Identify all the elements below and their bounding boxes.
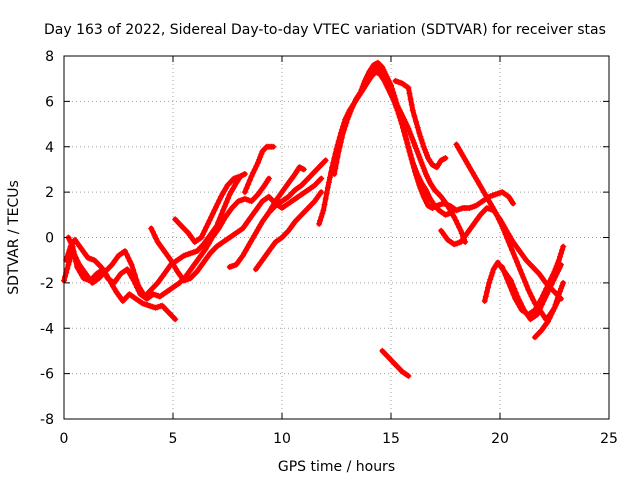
series-track-2 [63, 175, 272, 302]
series-track-7 [252, 189, 325, 273]
series-track-18 [531, 279, 567, 341]
y-tick-label: -6 [40, 367, 54, 383]
series-track-4 [148, 175, 325, 284]
y-axis-label: SDTVAR / TECUs [6, 180, 22, 295]
series-plus-markers [499, 243, 567, 318]
y-tick-label: 4 [45, 140, 54, 156]
x-tick-label: 20 [491, 431, 509, 447]
y-tick-label: -2 [40, 276, 54, 292]
x-axis-label: GPS time / hours [278, 459, 395, 475]
x-tick-label: 10 [273, 431, 291, 447]
y-tick-label: 6 [45, 94, 54, 110]
y-tick-label: -8 [40, 412, 54, 428]
x-tick-label: 15 [382, 431, 400, 447]
series-plus-markers [379, 347, 412, 379]
series-track-19 [379, 347, 412, 379]
series-track-13 [392, 78, 449, 171]
series-plus-markers [172, 173, 244, 245]
series-plus-markers [265, 164, 307, 216]
series-plus-markers [366, 64, 469, 245]
series-plus-markers [148, 175, 325, 284]
series-line [366, 64, 468, 245]
y-tick-label: 2 [45, 185, 54, 201]
series-line [242, 144, 276, 195]
x-tick-label: 25 [600, 431, 618, 447]
data-series [61, 59, 567, 379]
y-tick-label: 8 [45, 49, 54, 65]
series-plus-markers [392, 78, 449, 171]
series-track-15 [453, 141, 562, 323]
series-plus-markers [531, 279, 567, 341]
series-track-17 [499, 243, 567, 318]
grid-lines [64, 56, 609, 419]
series-plus-markers [252, 189, 325, 273]
series-plus-markers [241, 143, 277, 196]
y-tick-label: 0 [45, 231, 54, 247]
y-tick-label: -4 [40, 321, 54, 337]
series-track-9 [265, 164, 307, 216]
x-tick-label: 0 [60, 431, 69, 447]
series-track-11 [331, 59, 455, 218]
series-track-5 [172, 173, 244, 245]
series-track-8 [241, 143, 277, 196]
axis-ticks: 0 5 10 15 20 25 -8 -6 -4 -2 0 2 4 6 8 [40, 49, 618, 447]
series-track-12 [366, 64, 469, 245]
chart-title: Day 163 of 2022, Sidereal Day-to-day VTE… [44, 22, 606, 38]
x-tick-label: 5 [169, 431, 178, 447]
